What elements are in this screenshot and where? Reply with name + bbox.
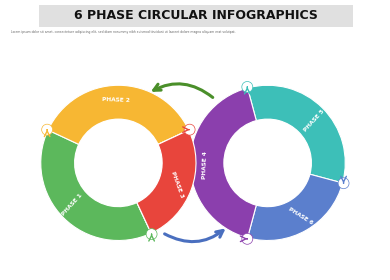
Circle shape	[225, 120, 310, 206]
Text: PHASE 2: PHASE 2	[102, 97, 130, 103]
Circle shape	[146, 229, 157, 240]
Circle shape	[338, 178, 349, 189]
Text: PHASE 6: PHASE 6	[288, 207, 314, 226]
Circle shape	[242, 81, 253, 92]
Circle shape	[76, 120, 161, 206]
FancyBboxPatch shape	[39, 5, 353, 27]
Circle shape	[225, 120, 310, 206]
Circle shape	[76, 120, 161, 206]
Polygon shape	[181, 213, 205, 239]
Text: PHASE 1: PHASE 1	[60, 193, 83, 217]
Wedge shape	[248, 174, 342, 241]
Text: 6 PHASE CIRCULAR INFOGRAPHICS: 6 PHASE CIRCULAR INFOGRAPHICS	[74, 9, 318, 22]
Wedge shape	[137, 130, 196, 233]
Polygon shape	[179, 87, 207, 113]
Text: Lorem ipsum dolor sit amet, consectetuer adipiscing elit, sed diam nonummy nibh : Lorem ipsum dolor sit amet, consectetuer…	[11, 30, 236, 34]
Circle shape	[184, 124, 195, 135]
Wedge shape	[190, 88, 256, 238]
Wedge shape	[248, 85, 345, 183]
Wedge shape	[190, 88, 256, 238]
Circle shape	[42, 124, 53, 135]
Wedge shape	[137, 130, 196, 233]
Text: PHASE 4: PHASE 4	[202, 151, 208, 179]
Wedge shape	[41, 130, 151, 241]
Wedge shape	[48, 85, 189, 144]
Circle shape	[76, 120, 161, 206]
Text: PHASE 5: PHASE 5	[303, 109, 325, 133]
Circle shape	[242, 233, 253, 244]
Text: PHASE 3: PHASE 3	[170, 170, 184, 198]
